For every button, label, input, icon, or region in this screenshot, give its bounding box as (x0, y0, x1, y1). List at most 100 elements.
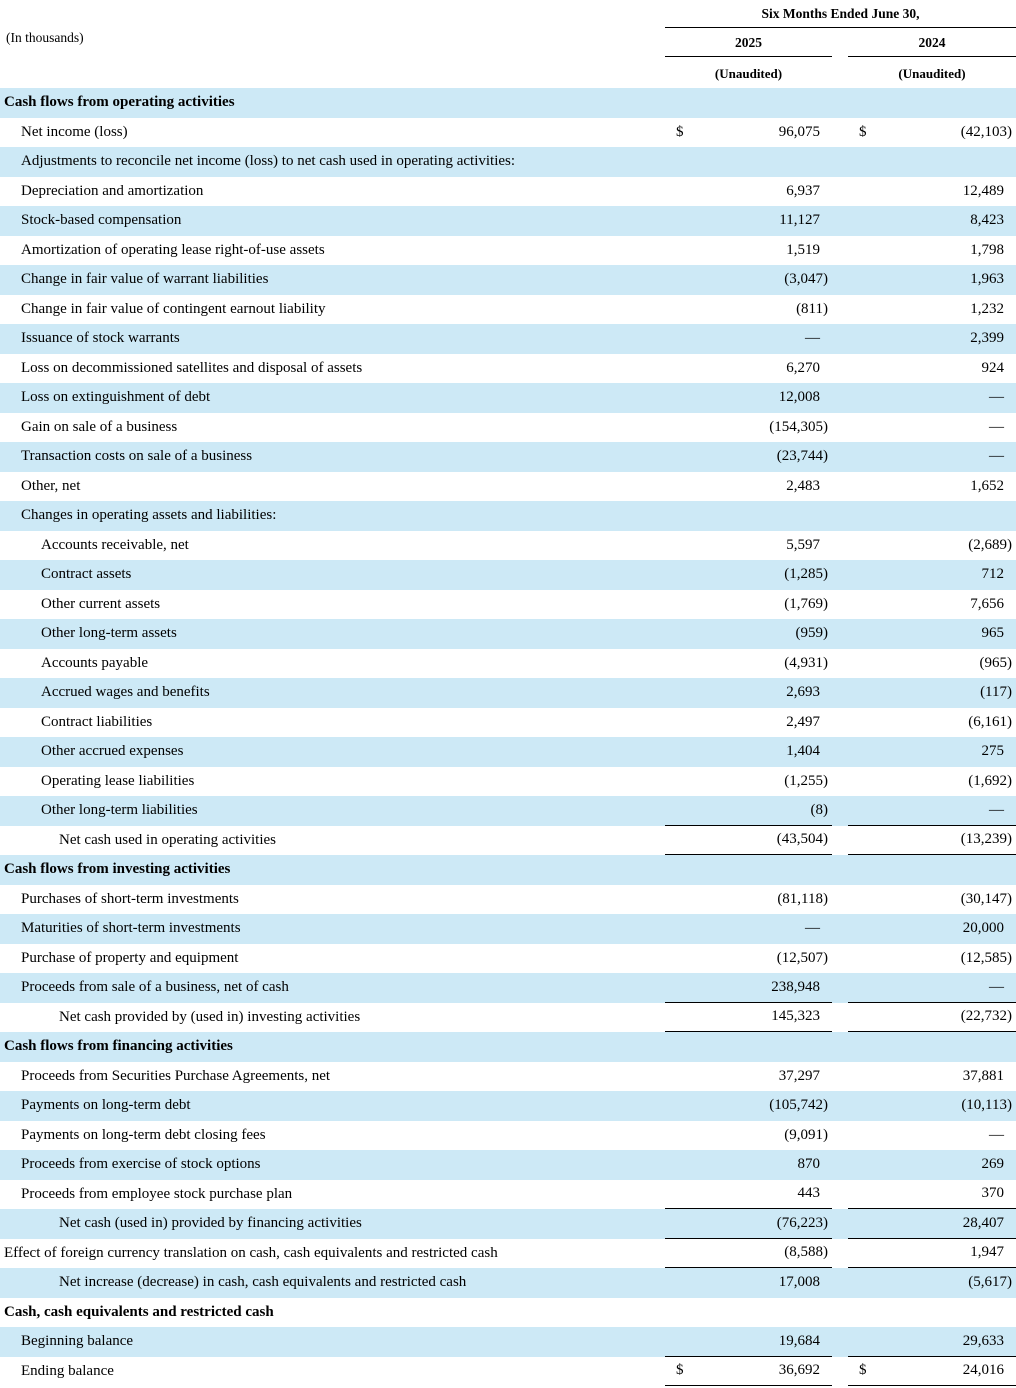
value-2025: $ 443 (665, 1180, 832, 1209)
value-number: 24,016 (962, 1362, 1004, 1379)
value-number: — (989, 389, 1004, 406)
value-2025: $ 11,127 (665, 206, 832, 236)
table-row: Gain on sale of a business $ (154,305) $… (0, 413, 1016, 443)
column-gap (832, 442, 848, 472)
row-label: Other accrued expenses (41, 743, 184, 760)
value-number: — (989, 978, 1004, 995)
value-2025: $ (8) (665, 796, 832, 826)
column-gap (832, 383, 848, 413)
value-2024: $ — (848, 796, 1016, 826)
row-label: Loss on extinguishment of debt (21, 389, 211, 406)
value-2024: $ — (848, 1121, 1016, 1151)
value-number: — (989, 801, 1004, 818)
value-number: (13,239) (960, 831, 1012, 848)
value-number: (9,091) (784, 1126, 828, 1143)
column-gap (832, 472, 848, 502)
value-number: (811) (796, 300, 828, 317)
value-number: 924 (981, 359, 1005, 376)
value-number: 96,075 (778, 123, 820, 140)
column-gap (832, 413, 848, 443)
value-2024: $ — (848, 383, 1016, 413)
row-label: Changes in operating assets and liabilit… (21, 507, 277, 524)
value-number: (23,744) (776, 448, 828, 465)
value-2024: $ (848, 1032, 1016, 1062)
table-row: Loss on extinguishment of debt $ 12,008 … (0, 383, 1016, 413)
column-gap (832, 826, 848, 856)
row-label: Net cash used in operating activities (59, 831, 277, 848)
value-number: (76,223) (776, 1214, 828, 1231)
value-2025: $ (154,305) (665, 413, 832, 443)
row-label: Net cash provided by (used in) investing… (59, 1008, 361, 1025)
row-label: Loss on decommissioned satellites and di… (21, 359, 363, 376)
row-label: Ending balance (21, 1362, 114, 1379)
value-2025: $ 6,270 (665, 354, 832, 384)
year-header-row: 2025 2024 (665, 28, 1016, 57)
value-2024: $ (1,692) (848, 767, 1016, 797)
value-2025: $ (1,285) (665, 560, 832, 590)
value-number: (8) (810, 801, 829, 818)
value-number: 2,497 (786, 713, 820, 730)
table-row: Net income (loss) $ 96,075 $ (42,103) (0, 118, 1016, 148)
year-header-2025: 2025 (665, 28, 832, 57)
value-number: (8,588) (784, 1244, 828, 1261)
dollar-sign: $ (676, 1362, 684, 1379)
column-gap (832, 236, 848, 266)
value-number: 36,692 (778, 1362, 820, 1379)
value-2024: $ 275 (848, 737, 1016, 767)
value-2024: $ (117) (848, 678, 1016, 708)
value-number: 5,597 (786, 536, 820, 553)
value-number: — (989, 1126, 1004, 1143)
row-label: Operating lease liabilities (41, 772, 195, 789)
value-number: (42,103) (960, 123, 1012, 140)
table-row: Accounts payable $ (4,931) $ (965) (0, 649, 1016, 679)
dollar-sign: $ (859, 1362, 867, 1379)
column-gap (832, 1062, 848, 1092)
column-gap (832, 147, 848, 177)
value-2025: $ 37,297 (665, 1062, 832, 1092)
value-number: 1,652 (970, 477, 1004, 494)
row-label: Proceeds from sale of a business, net of… (21, 979, 289, 996)
value-number: (81,118) (777, 890, 828, 907)
table-row: Proceeds from exercise of stock options … (0, 1150, 1016, 1180)
value-number: 2,483 (786, 477, 820, 494)
value-2025: $ 2,693 (665, 678, 832, 708)
value-2024: $ (10,113) (848, 1091, 1016, 1121)
value-2025: $ — (665, 914, 832, 944)
value-2025: $ (665, 1298, 832, 1328)
dollar-sign: $ (859, 123, 867, 140)
row-label: Beginning balance (21, 1333, 134, 1350)
value-2025: $ (811) (665, 295, 832, 325)
value-number: 2,399 (970, 330, 1004, 347)
value-number: 1,798 (970, 241, 1004, 258)
value-2025: $ 1,404 (665, 737, 832, 767)
value-number: (12,585) (960, 949, 1012, 966)
row-label: Issuance of stock warrants (21, 330, 180, 347)
value-2024: $ (30,147) (848, 885, 1016, 915)
table-row: Other long-term liabilities $ (8) $ — (0, 796, 1016, 826)
row-label: Transaction costs on sale of a business (21, 448, 253, 465)
value-number: (3,047) (784, 271, 828, 288)
column-gap (832, 678, 848, 708)
dollar-sign: $ (676, 123, 684, 140)
value-number: 145,323 (771, 1008, 820, 1025)
table-row: Other accrued expenses $ 1,404 $ 275 (0, 737, 1016, 767)
value-number: 965 (981, 625, 1005, 642)
value-2024: $ 20,000 (848, 914, 1016, 944)
row-label: Accounts receivable, net (41, 536, 189, 553)
value-number: (6,161) (968, 713, 1012, 730)
value-2025: $ 6,937 (665, 177, 832, 207)
column-gap (832, 914, 848, 944)
table-row: Net cash provided by (used in) investing… (0, 1003, 1016, 1032)
value-2025: $ (4,931) (665, 649, 832, 679)
value-number: (1,692) (968, 772, 1012, 789)
value-2025: $ 19,684 (665, 1327, 832, 1357)
table-row: Transaction costs on sale of a business … (0, 442, 1016, 472)
table-row: Contract liabilities $ 2,497 $ (6,161) (0, 708, 1016, 738)
value-number: 712 (981, 566, 1005, 583)
value-number: 1,963 (970, 271, 1004, 288)
value-2024: $ — (848, 973, 1016, 1003)
table-row: Contract assets $ (1,285) $ 712 (0, 560, 1016, 590)
table-row: Changes in operating assets and liabilit… (0, 501, 1016, 531)
row-label: Cash, cash equivalents and restricted ca… (4, 1303, 274, 1320)
row-label: Accounts payable (41, 654, 149, 671)
